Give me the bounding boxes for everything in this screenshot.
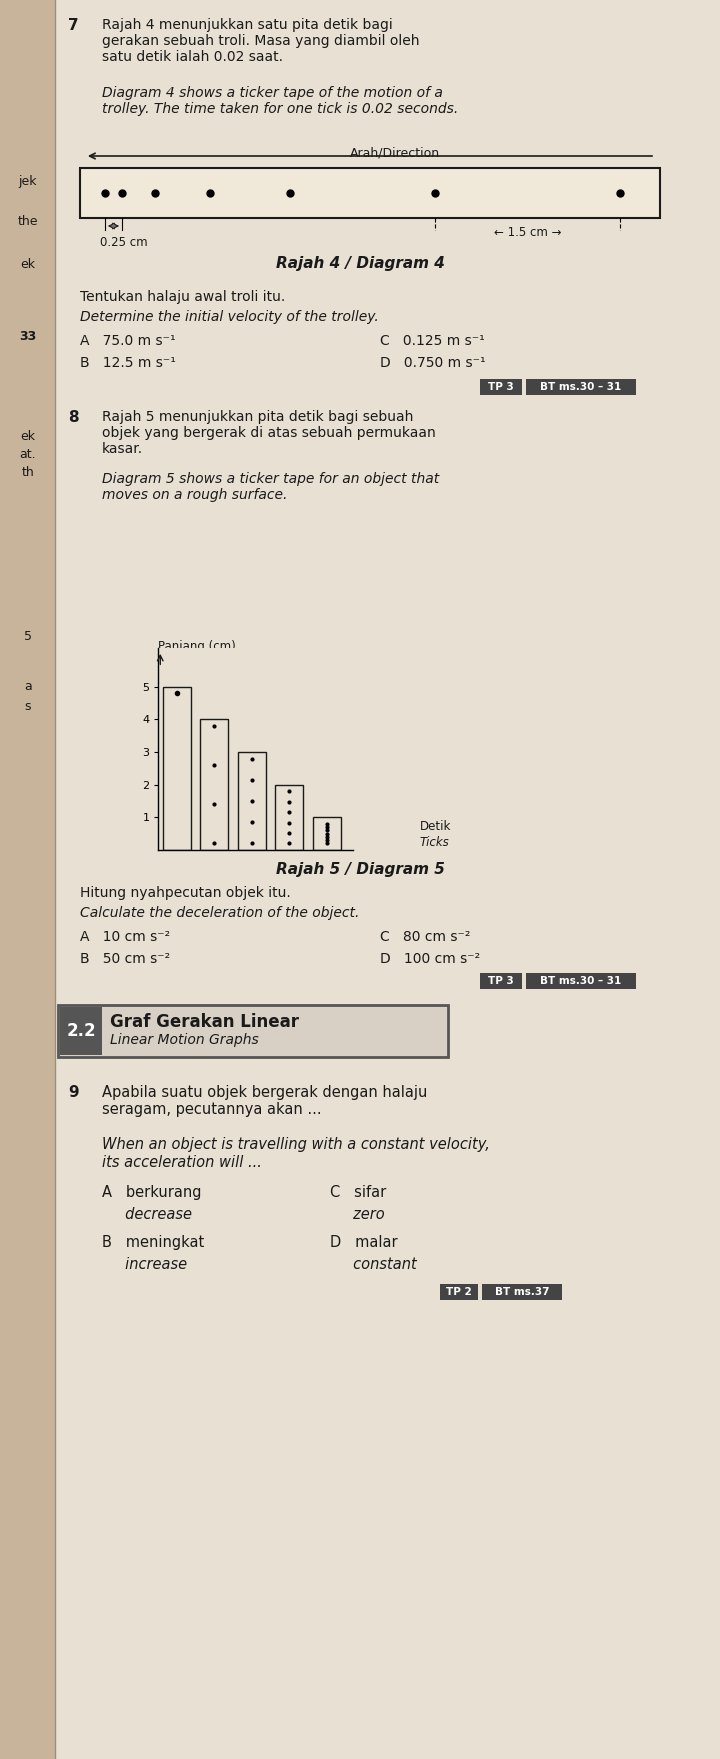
Text: th: th bbox=[22, 466, 35, 478]
Text: Detik: Detik bbox=[420, 820, 451, 834]
Text: a: a bbox=[24, 681, 32, 693]
Text: Hitung nyahpecutan objek itu.: Hitung nyahpecutan objek itu. bbox=[80, 887, 291, 901]
Text: 8: 8 bbox=[68, 410, 78, 426]
Bar bbox=[480, 973, 522, 989]
Text: A   berkurang: A berkurang bbox=[102, 1186, 202, 1200]
Text: D   malar: D malar bbox=[330, 1235, 397, 1251]
Text: 33: 33 bbox=[19, 331, 37, 343]
Text: TP 2: TP 2 bbox=[446, 1288, 472, 1296]
Text: zero: zero bbox=[330, 1207, 384, 1223]
Text: D   100 cm s⁻²: D 100 cm s⁻² bbox=[380, 952, 480, 966]
Text: 2.2: 2.2 bbox=[66, 1022, 96, 1040]
Text: B   50 cm s⁻²: B 50 cm s⁻² bbox=[80, 952, 170, 966]
Text: Graf Gerakan Linear: Graf Gerakan Linear bbox=[110, 1013, 299, 1031]
Bar bbox=[275, 785, 303, 850]
Bar bbox=[526, 378, 636, 396]
Text: constant: constant bbox=[330, 1258, 417, 1272]
Text: Panjang (cm): Panjang (cm) bbox=[158, 640, 235, 653]
Text: When an object is travelling with a constant velocity,: When an object is travelling with a cons… bbox=[102, 1136, 490, 1152]
Text: Determine the initial velocity of the trolley.: Determine the initial velocity of the tr… bbox=[80, 310, 379, 324]
Text: C   80 cm s⁻²: C 80 cm s⁻² bbox=[380, 931, 470, 945]
Text: 5: 5 bbox=[24, 630, 32, 644]
Text: BT ms.37: BT ms.37 bbox=[495, 1288, 549, 1296]
Text: s: s bbox=[24, 700, 31, 712]
Text: A   10 cm s⁻²: A 10 cm s⁻² bbox=[80, 931, 170, 945]
Text: C   sifar: C sifar bbox=[330, 1186, 386, 1200]
Text: ← 1.5 cm →: ← 1.5 cm → bbox=[494, 225, 562, 239]
Text: 0.25 cm: 0.25 cm bbox=[100, 236, 148, 250]
Text: Arah/Direction: Arah/Direction bbox=[350, 146, 440, 158]
Bar bbox=[440, 1284, 478, 1300]
Text: TP 3: TP 3 bbox=[488, 382, 514, 392]
Text: Ticks: Ticks bbox=[420, 836, 450, 850]
Text: its acceleration will ...: its acceleration will ... bbox=[102, 1156, 262, 1170]
Text: C   0.125 m s⁻¹: C 0.125 m s⁻¹ bbox=[380, 334, 485, 348]
Text: Diagram 5 shows a ticker tape for an object that
moves on a rough surface.: Diagram 5 shows a ticker tape for an obj… bbox=[102, 471, 439, 503]
Bar bbox=[80, 169, 660, 218]
Text: increase: increase bbox=[102, 1258, 187, 1272]
Text: BT ms.30 – 31: BT ms.30 – 31 bbox=[541, 382, 621, 392]
Text: B   meningkat: B meningkat bbox=[102, 1235, 204, 1251]
Text: decrease: decrease bbox=[102, 1207, 192, 1223]
Bar bbox=[526, 973, 636, 989]
Text: Rajah 4 / Diagram 4: Rajah 4 / Diagram 4 bbox=[276, 257, 444, 271]
Text: D   0.750 m s⁻¹: D 0.750 m s⁻¹ bbox=[380, 355, 485, 369]
Text: ek: ek bbox=[20, 259, 35, 271]
Bar bbox=[480, 378, 522, 396]
Text: BT ms.30 – 31: BT ms.30 – 31 bbox=[541, 976, 621, 987]
Text: Tentukan halaju awal troli itu.: Tentukan halaju awal troli itu. bbox=[80, 290, 285, 304]
Text: Linear Motion Graphs: Linear Motion Graphs bbox=[110, 1033, 258, 1047]
Text: the: the bbox=[18, 215, 38, 229]
Text: Rajah 5 / Diagram 5: Rajah 5 / Diagram 5 bbox=[276, 862, 444, 878]
Text: TP 3: TP 3 bbox=[488, 976, 514, 987]
Text: ek: ek bbox=[20, 429, 35, 443]
Text: Length (cm): Length (cm) bbox=[158, 656, 230, 668]
Text: at.: at. bbox=[19, 449, 36, 461]
Text: jek: jek bbox=[19, 174, 37, 188]
Bar bbox=[0, 0, 55, 1759]
Bar bbox=[312, 818, 341, 850]
Text: Calculate the deceleration of the object.: Calculate the deceleration of the object… bbox=[80, 906, 359, 920]
Text: 7: 7 bbox=[68, 18, 78, 33]
Text: Apabila suatu objek bergerak dengan halaju
seragam, pecutannya akan ...: Apabila suatu objek bergerak dengan hala… bbox=[102, 1085, 428, 1117]
Text: A   75.0 m s⁻¹: A 75.0 m s⁻¹ bbox=[80, 334, 176, 348]
Text: Diagram 4 shows a ticker tape of the motion of a
trolley. The time taken for one: Diagram 4 shows a ticker tape of the mot… bbox=[102, 86, 458, 116]
Text: 9: 9 bbox=[68, 1085, 78, 1099]
Text: Rajah 5 menunjukkan pita detik bagi sebuah
objek yang bergerak di atas sebuah pe: Rajah 5 menunjukkan pita detik bagi sebu… bbox=[102, 410, 436, 456]
Text: Rajah 4 menunjukkan satu pita detik bagi
gerakan sebuah troli. Masa yang diambil: Rajah 4 menunjukkan satu pita detik bagi… bbox=[102, 18, 420, 65]
Bar bbox=[238, 753, 266, 850]
Bar bbox=[58, 1004, 448, 1057]
Bar bbox=[163, 686, 191, 850]
Text: B   12.5 m s⁻¹: B 12.5 m s⁻¹ bbox=[80, 355, 176, 369]
Bar bbox=[60, 1006, 102, 1055]
Bar bbox=[482, 1284, 562, 1300]
Bar bbox=[200, 719, 228, 850]
